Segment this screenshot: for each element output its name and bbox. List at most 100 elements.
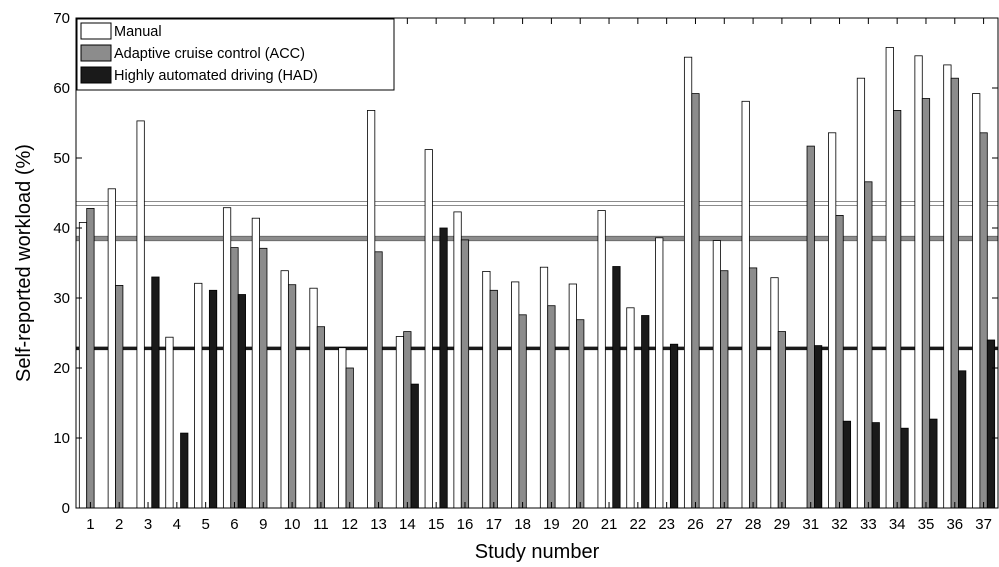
x-tick-label: 10 xyxy=(284,516,301,533)
x-tick-label: 29 xyxy=(774,516,791,533)
bar-acc-study-14 xyxy=(403,331,412,509)
bar-had-study-6 xyxy=(237,294,246,509)
x-tick-label: 19 xyxy=(543,516,560,533)
bar-acc-study-10 xyxy=(287,284,297,509)
bar-acc-study-33 xyxy=(864,181,873,509)
bar-manual-study-12 xyxy=(338,347,347,509)
y-tick-label: 40 xyxy=(53,220,70,237)
x-tick-label: 13 xyxy=(370,516,387,533)
bar-acc-study-27 xyxy=(720,270,729,509)
y-tick-label: 70 xyxy=(53,10,70,27)
bar-acc-study-35 xyxy=(921,98,931,509)
x-tick-label: 1 xyxy=(86,516,94,533)
x-tick-label: 28 xyxy=(745,516,762,533)
bar-manual-study-14 xyxy=(395,336,405,509)
bar-manual-study-10 xyxy=(280,270,289,509)
bar-acc-study-20 xyxy=(576,319,585,509)
bar-had-study-37 xyxy=(986,339,996,509)
bar-manual-study-13 xyxy=(367,110,376,509)
bar-manual-study-3 xyxy=(136,120,145,509)
bar-manual-study-20 xyxy=(568,283,577,509)
x-tick-label: 34 xyxy=(889,516,906,533)
bar-had-study-31 xyxy=(814,345,823,509)
bar-manual-study-23 xyxy=(655,237,664,509)
x-tick-label: 11 xyxy=(313,516,329,533)
legend-box xyxy=(76,18,395,91)
x-tick-label: 32 xyxy=(831,516,848,533)
bar-had-study-22 xyxy=(641,315,650,509)
x-tick-label: 6 xyxy=(230,516,238,533)
bar-series xyxy=(78,47,996,509)
x-tick-label: 16 xyxy=(457,516,474,533)
bar-manual-study-32 xyxy=(828,132,837,509)
bar-acc-study-36 xyxy=(950,77,959,509)
bar-acc-study-2 xyxy=(115,284,124,509)
x-tick-label: 18 xyxy=(514,516,531,533)
y-tick-label: 20 xyxy=(53,360,70,377)
bar-acc-study-32 xyxy=(835,214,844,509)
x-tick-label: 21 xyxy=(601,516,618,533)
x-tick-label: 15 xyxy=(428,516,445,533)
y-axis-label: Self-reported workload (%) xyxy=(13,144,35,382)
y-tick-label: 30 xyxy=(53,290,70,307)
legend-label-manual: Manual xyxy=(114,24,162,40)
x-tick-label: 37 xyxy=(975,516,992,533)
legend: Manual Adaptive cruise control (ACC) Highl… xyxy=(76,18,395,91)
plot-frame xyxy=(75,17,999,509)
bar-manual-study-15 xyxy=(424,149,433,509)
bar-manual-study-27 xyxy=(712,240,721,509)
bar-manual-study-5 xyxy=(194,282,203,509)
bar-manual-study-33 xyxy=(856,77,866,509)
y-tick-label: 0 xyxy=(62,500,70,517)
bar-acc-study-31 xyxy=(806,145,815,509)
legend-label-acc: Adaptive cruise control (ACC) xyxy=(114,46,305,62)
bar-manual-study-18 xyxy=(511,281,520,509)
bar-acc-study-12 xyxy=(345,367,354,509)
bar-had-study-3 xyxy=(151,276,160,509)
bar-acc-study-11 xyxy=(316,326,326,509)
bar-manual-study-9 xyxy=(251,217,260,509)
y-tick-label: 10 xyxy=(53,430,70,447)
bar-manual-study-1 xyxy=(78,221,88,509)
x-tick-label: 4 xyxy=(173,516,181,533)
x-axis-label: Study number xyxy=(475,541,600,563)
x-tick-label: 33 xyxy=(860,516,877,533)
x-tick-label: 5 xyxy=(201,516,209,533)
bar-had-study-32 xyxy=(842,420,852,509)
bar-had-study-14 xyxy=(410,383,419,509)
y-tick-label: 50 xyxy=(53,150,70,167)
bar-manual-study-11 xyxy=(309,287,318,509)
bar-manual-study-16 xyxy=(453,211,462,509)
x-tick-label: 12 xyxy=(341,516,358,533)
x-tick-label: 22 xyxy=(630,516,647,533)
bar-acc-study-13 xyxy=(374,251,383,509)
bar-had-study-33 xyxy=(871,422,880,509)
bar-manual-study-17 xyxy=(482,270,491,509)
bar-acc-study-1 xyxy=(86,207,95,509)
x-tick-label: 26 xyxy=(687,516,704,533)
bar-acc-study-34 xyxy=(893,110,902,509)
x-tick-label: 14 xyxy=(399,516,416,533)
y-tick-label: 60 xyxy=(53,80,70,97)
bar-manual-study-35 xyxy=(914,55,923,509)
bar-had-study-21 xyxy=(612,266,621,509)
x-tick-label: 36 xyxy=(946,516,963,533)
x-tick-label: 35 xyxy=(918,516,935,533)
bar-manual-study-26 xyxy=(683,56,693,509)
legend-label-had: Highly automated driving (HAD) xyxy=(114,68,318,84)
bar-acc-study-29 xyxy=(777,331,787,509)
bar-manual-study-36 xyxy=(943,64,952,509)
bar-manual-study-34 xyxy=(885,47,894,509)
x-tick-label: 17 xyxy=(485,516,502,533)
bar-manual-study-4 xyxy=(165,336,174,509)
x-tick-label: 3 xyxy=(144,516,152,533)
bar-manual-study-37 xyxy=(972,93,981,509)
bar-had-study-15 xyxy=(439,227,448,509)
x-tick-label: 23 xyxy=(658,516,675,533)
bar-manual-study-6 xyxy=(222,207,232,509)
x-tick-label: 9 xyxy=(259,516,267,533)
x-tick-label: 27 xyxy=(716,516,733,533)
bar-acc-study-6 xyxy=(230,247,239,509)
x-tick-label: 2 xyxy=(115,516,123,533)
